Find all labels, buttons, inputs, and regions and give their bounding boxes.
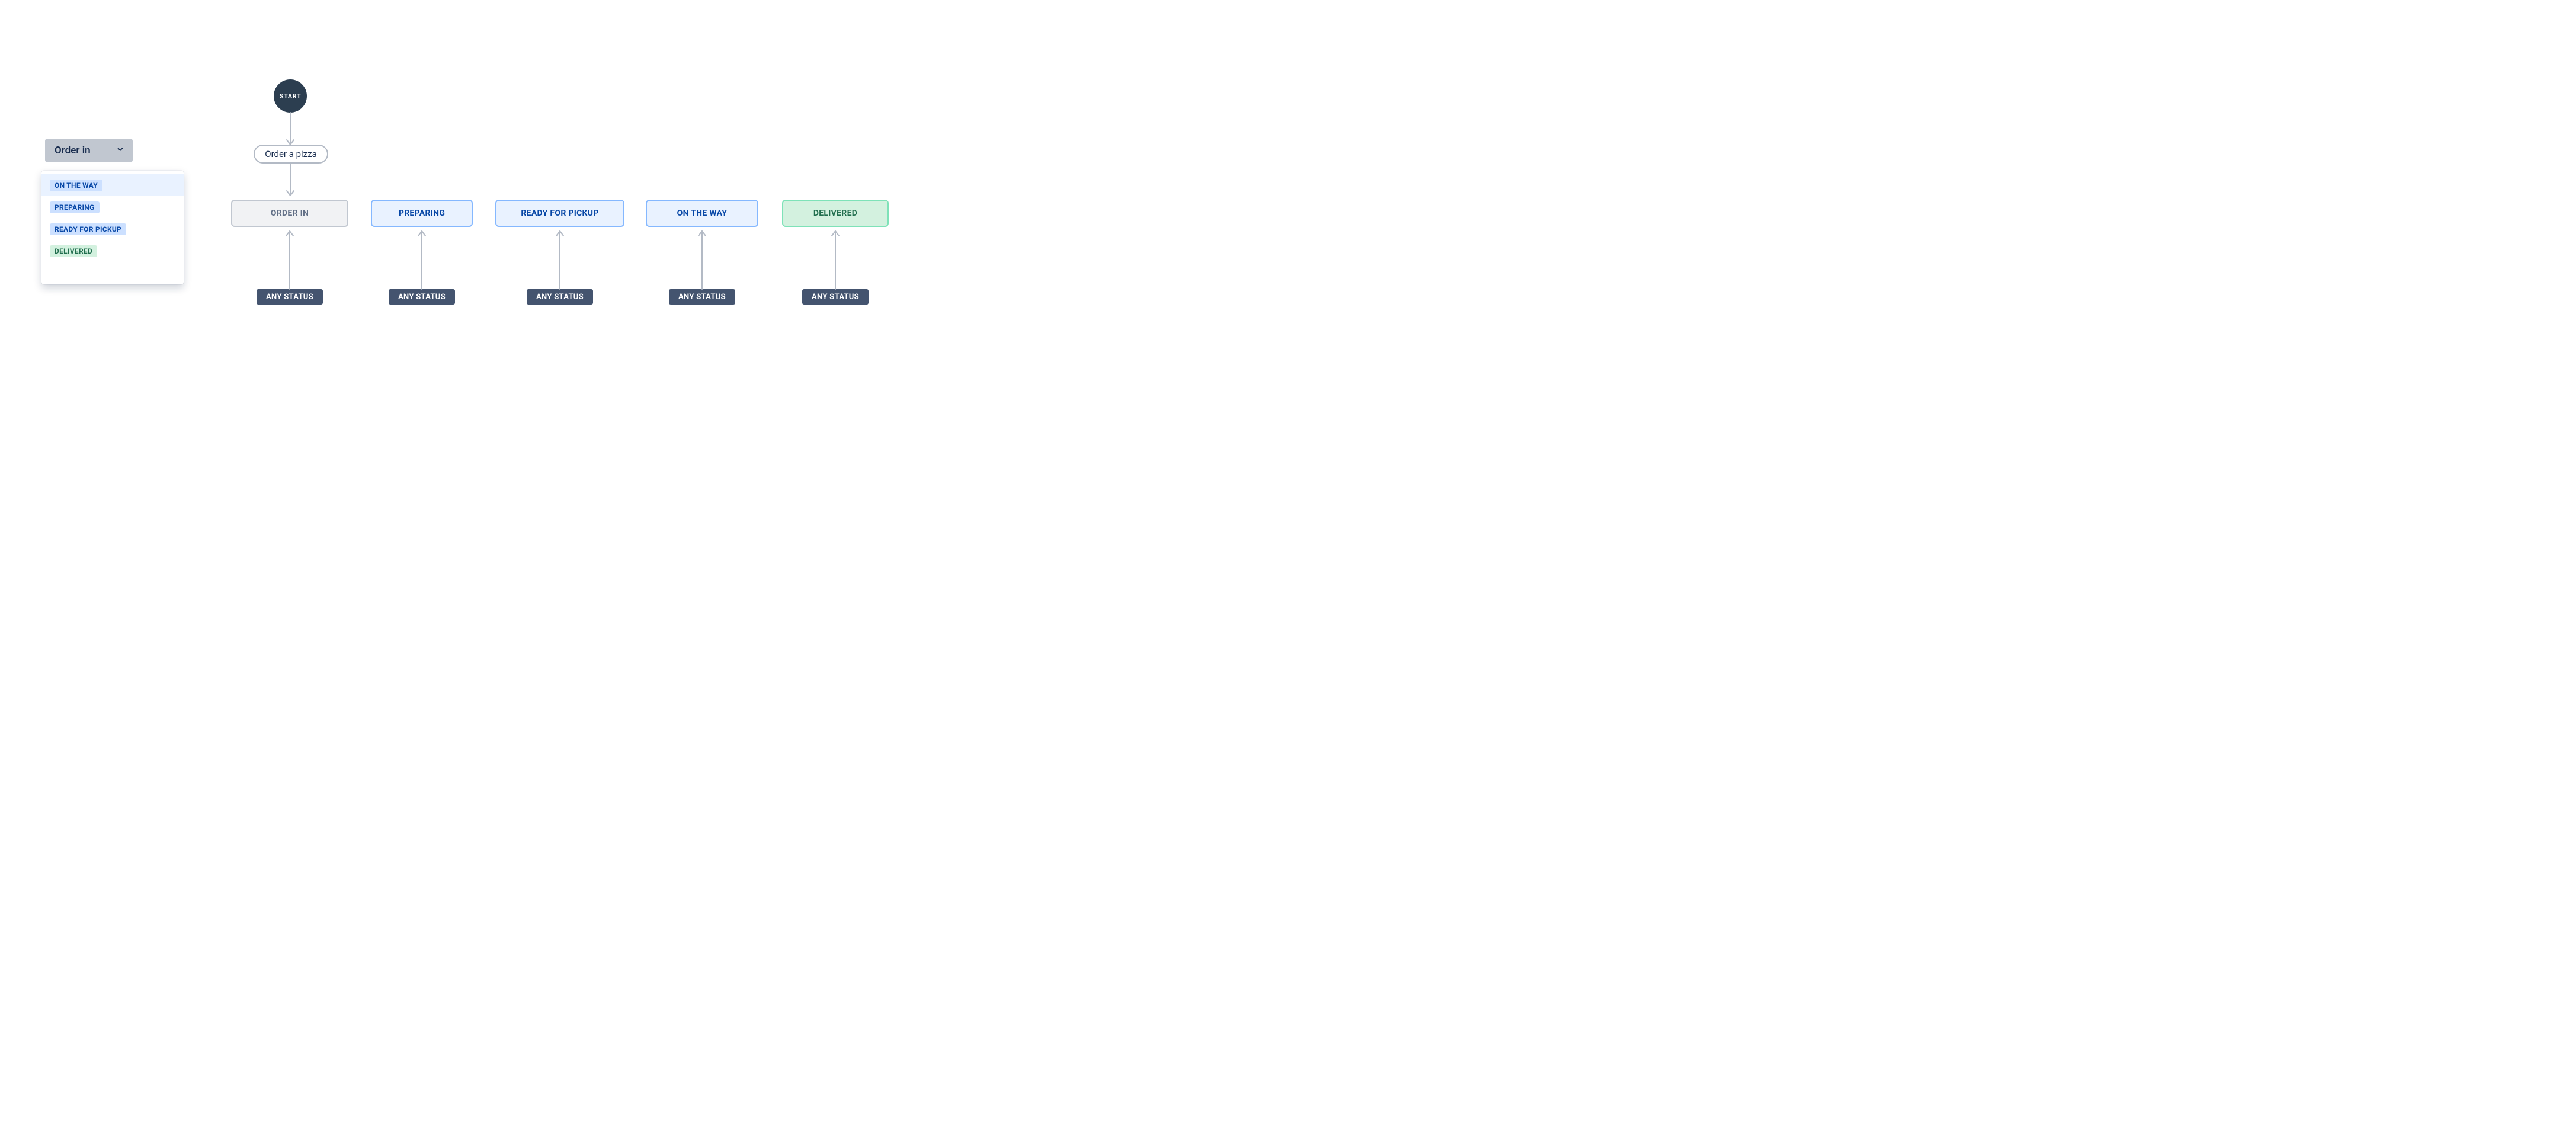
status-option[interactable]: DELIVERED (41, 240, 184, 262)
any-status-label: ANY STATUS (812, 293, 859, 302)
status-option-label: READY FOR PICKUP (50, 223, 126, 235)
status-option-label: DELIVERED (50, 245, 97, 257)
status-option[interactable]: READY FOR PICKUP (41, 218, 184, 240)
any-status-label: ANY STATUS (398, 293, 446, 302)
workflow-transition-order-a-pizza[interactable]: Order a pizza (254, 145, 328, 164)
workflow-status-label: ON THE WAY (677, 209, 728, 218)
status-dropdown-label: Order in (55, 145, 91, 156)
arrow-any-to-preparing (416, 231, 428, 290)
workflow-start-node[interactable]: START (274, 79, 307, 113)
any-status-chip[interactable]: ANY STATUS (802, 289, 869, 305)
arrow-any-to-ready (554, 231, 566, 290)
any-status-label: ANY STATUS (266, 293, 313, 302)
any-status-chip[interactable]: ANY STATUS (527, 289, 593, 305)
workflow-status-preparing[interactable]: PREPARING (371, 200, 473, 227)
workflow-status-order_in[interactable]: ORDER IN (231, 200, 348, 227)
status-option[interactable]: ON THE WAY (41, 174, 184, 196)
workflow-status-label: DELIVERED (813, 209, 857, 218)
any-status-chip[interactable]: ANY STATUS (389, 289, 455, 305)
status-dropdown-button[interactable]: Order in (45, 139, 133, 162)
chevron-down-icon (116, 145, 124, 156)
workflow-transition-label: Order a pizza (265, 149, 316, 159)
workflow-status-label: ORDER IN (271, 209, 309, 218)
arrow-any-to-delivered (829, 231, 841, 290)
workflow-status-delivered[interactable]: DELIVERED (782, 200, 889, 227)
any-status-label: ANY STATUS (536, 293, 584, 302)
workflow-start-label: START (280, 92, 301, 100)
workflow-status-label: PREPARING (399, 209, 445, 218)
arrow-any-to-ontheway (696, 231, 708, 290)
workflow-status-label: READY FOR PICKUP (521, 209, 598, 218)
arrow-any-to-order_in (284, 231, 296, 290)
any-status-chip[interactable]: ANY STATUS (669, 289, 735, 305)
status-option-label: PREPARING (50, 201, 100, 213)
workflow-status-ready[interactable]: READY FOR PICKUP (495, 200, 624, 227)
any-status-label: ANY STATUS (678, 293, 726, 302)
status-option[interactable]: PREPARING (41, 196, 184, 218)
arrow-start-to-action (284, 113, 296, 146)
workflow-status-ontheway[interactable]: ON THE WAY (646, 200, 758, 227)
any-status-chip[interactable]: ANY STATUS (257, 289, 323, 305)
status-dropdown-panel: ON THE WAY PREPARING READY FOR PICKUP DELIV… (41, 171, 184, 284)
status-option-label: ON THE WAY (50, 180, 102, 191)
arrow-action-to-order-in (284, 164, 296, 197)
